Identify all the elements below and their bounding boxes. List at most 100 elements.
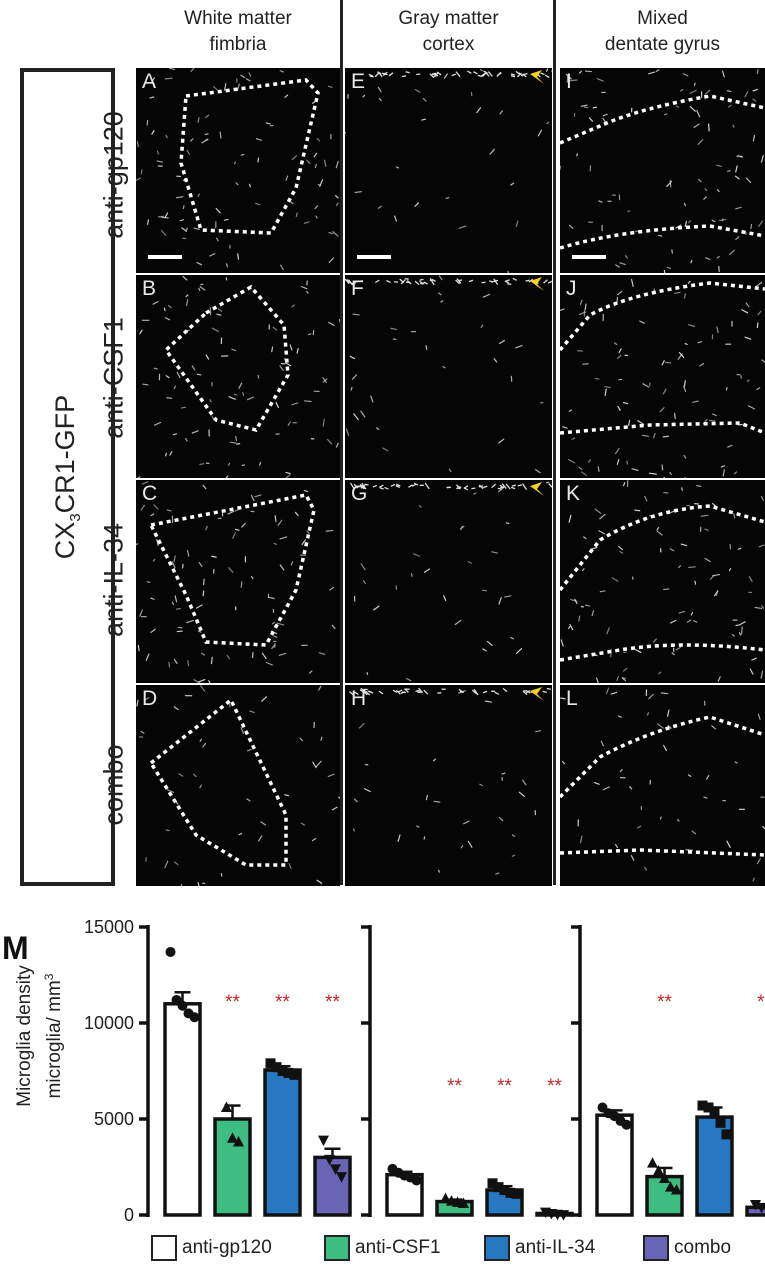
microglia-cell — [582, 363, 589, 365]
microglia-cell — [399, 278, 405, 284]
microglia-cell — [576, 153, 578, 157]
microglia-cell — [746, 379, 750, 382]
bar-chart: ** ** — [571, 925, 765, 1217]
microglia-cell — [140, 504, 146, 511]
column-header-white-matter: White matter fimbria — [136, 6, 340, 58]
microglia-cell — [751, 657, 757, 661]
panel-letter: F — [351, 277, 364, 300]
microglia-cell — [191, 430, 199, 434]
microglia-cell — [598, 200, 603, 203]
microglia-cell — [238, 382, 243, 389]
microglia-cell — [631, 468, 639, 471]
microglia-cell — [755, 281, 763, 287]
microglia-cell — [388, 72, 394, 77]
data-point — [289, 1069, 300, 1080]
microglia-cell — [173, 555, 176, 563]
microglia-cell — [224, 82, 227, 91]
microglia-cell — [354, 691, 359, 695]
microglia-cell — [696, 485, 702, 487]
microglia-cell — [489, 148, 495, 155]
microglia-cell — [704, 257, 711, 260]
microglia-cell — [374, 279, 380, 284]
microglia-cell — [168, 68, 176, 71]
data-point — [762, 1205, 765, 1211]
microglia-cell — [414, 280, 420, 286]
microglia-cell — [757, 713, 761, 720]
microglia-cell — [704, 557, 711, 563]
microglia-cell — [606, 627, 610, 635]
microglia-cell — [247, 748, 252, 752]
microscopy-panel: H — [345, 685, 552, 886]
microglia-cell — [285, 471, 291, 475]
microglia-cell — [301, 539, 306, 546]
panel-letter: E — [351, 70, 366, 93]
microglia-cell — [202, 484, 207, 490]
microglia-cell — [666, 266, 672, 270]
microglia-cell — [217, 308, 223, 313]
microglia-cell — [397, 834, 401, 842]
microglia-cell — [199, 738, 203, 742]
microglia-cell — [756, 387, 761, 391]
microglia-cell — [438, 292, 442, 296]
microglia-cell — [684, 476, 687, 478]
data-point — [499, 1185, 510, 1196]
microglia-cell — [560, 165, 562, 171]
microglia-cell — [211, 555, 217, 558]
microglia-cell — [201, 652, 206, 656]
microglia-cell — [315, 760, 322, 768]
microglia-cell — [568, 625, 571, 630]
microglia-cell — [543, 279, 548, 284]
microglia-cell — [637, 420, 645, 425]
panel-letter: A — [142, 70, 157, 93]
microglia-cell — [322, 377, 327, 384]
microglia-cell — [689, 106, 696, 112]
region-outline — [560, 504, 765, 592]
microglia-cell — [276, 622, 285, 626]
bar — [163, 1002, 202, 1217]
microglia-cell — [395, 166, 400, 169]
microglia-cell — [591, 546, 598, 550]
microglia-cell — [287, 421, 291, 426]
microglia-cell — [178, 773, 184, 777]
microglia-cell — [760, 670, 764, 679]
data-point — [505, 1187, 516, 1198]
microglia-cell — [510, 637, 515, 640]
microglia-cell — [602, 113, 608, 117]
microglia-cell — [414, 88, 421, 93]
legend-item-anti-gp120: anti-gp120 — [151, 1233, 272, 1263]
microglia-cell — [182, 275, 188, 281]
microglia-cell — [744, 91, 749, 98]
microglia-cell — [736, 154, 740, 157]
microglia-cell — [455, 484, 461, 490]
microglia-cell — [630, 855, 635, 861]
microglia-cell — [505, 483, 511, 490]
microglia-cell — [209, 253, 216, 257]
data-point — [177, 1000, 188, 1011]
microglia-cell — [174, 595, 178, 603]
microglia-cell — [254, 494, 262, 498]
microglia-cell — [468, 279, 474, 283]
microglia-cell — [379, 484, 384, 488]
bar — [263, 1068, 302, 1217]
microglia-cell — [166, 789, 175, 793]
microscopy-image — [136, 68, 339, 271]
microglia-cell — [267, 596, 275, 600]
microglia-cell — [653, 433, 656, 439]
microglia-cell — [626, 460, 628, 465]
microglia-cell — [562, 761, 566, 765]
microglia-cell — [354, 191, 362, 194]
significance-marker: ** — [275, 992, 290, 1013]
data-point — [324, 1154, 335, 1166]
microglia-cell — [157, 215, 164, 218]
microglia-cell — [377, 86, 382, 93]
microglia-cell — [216, 313, 222, 316]
microglia-cell — [429, 73, 435, 79]
microglia-cell — [752, 877, 755, 882]
microglia-cell — [693, 123, 700, 128]
microglia-cell — [306, 159, 311, 165]
microglia-cell — [686, 619, 692, 623]
region-outline — [163, 284, 290, 433]
microglia-cell — [656, 527, 660, 531]
microglia-cell — [676, 819, 680, 822]
column-divider — [553, 0, 556, 885]
